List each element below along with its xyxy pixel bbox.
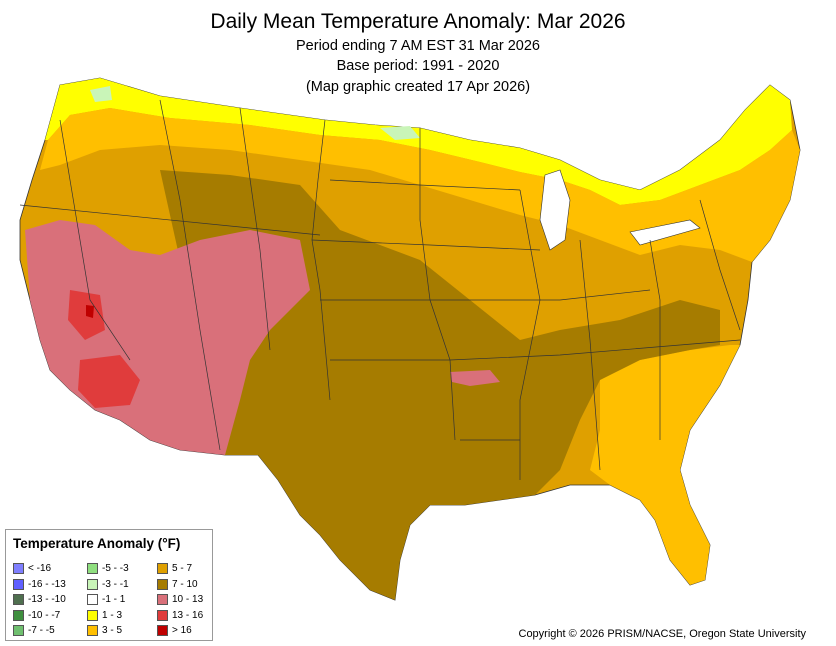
base-period-subtitle: Base period: 1991 - 2020	[336, 58, 500, 74]
legend-label: 13 - 16	[172, 609, 204, 621]
legend-item: -5 - -3	[87, 563, 129, 575]
legend-item: -10 - -7	[13, 609, 61, 622]
legend-label: -1 - 1	[102, 594, 126, 605]
legend-swatch	[13, 563, 24, 574]
legend-swatch	[13, 609, 24, 621]
legend-item: < -16	[13, 563, 51, 575]
washington-minus3-minus1-spot	[90, 86, 112, 102]
legend-label: < -16	[28, 563, 52, 574]
legend-swatch	[157, 609, 168, 621]
legend-item: 10 - 13	[157, 594, 203, 606]
legend-label: -3 - -1	[102, 578, 129, 590]
legend-panel: Temperature Anomaly (°F) < -16 -16 - -13 -…	[5, 529, 213, 641]
legend-swatch	[13, 578, 24, 590]
legend-swatch	[13, 625, 24, 636]
period-subtitle: Period ending 7 AM EST 31 Mar 2026	[296, 38, 540, 54]
legend-item: -7 - -5	[13, 625, 55, 637]
southeast-3-5-region	[590, 345, 740, 585]
legend-swatch	[87, 625, 98, 636]
legend-title: Temperature Anomaly (°F)	[13, 536, 181, 551]
legend-item: 3 - 5	[87, 625, 122, 637]
california-gt16-spot	[86, 305, 94, 318]
legend-label: -5 - -3	[102, 563, 129, 574]
created-subtitle: (Map graphic created 17 Apr 2026)	[305, 79, 531, 95]
legend-label: -7 - -5	[28, 625, 55, 636]
legend-swatch	[157, 594, 168, 605]
legend-label: -16 - -13	[28, 578, 66, 590]
legend-item: -1 - 1	[87, 594, 125, 606]
legend-item: 7 - 10	[157, 578, 198, 591]
legend-swatch	[87, 578, 98, 590]
lake-erie-ontario	[629, 219, 701, 246]
legend-label: -10 - -7	[28, 609, 61, 621]
legend-label: 3 - 5	[102, 625, 123, 636]
legend-label: 5 - 7	[172, 563, 193, 574]
legend-item: > 16	[157, 625, 192, 637]
minnesota-minus3-minus1-spot	[380, 126, 420, 140]
legend-swatch	[87, 594, 98, 605]
map-title: Daily Mean Temperature Anomaly: Mar 2026	[210, 10, 626, 33]
legend-item: 13 - 16	[157, 609, 204, 622]
legend-swatch	[157, 625, 168, 636]
legend-item: 1 - 3	[87, 609, 123, 622]
legend-label: 10 - 13	[172, 594, 204, 605]
legend-swatch	[157, 578, 168, 590]
legend-swatch	[157, 563, 168, 574]
legend-item: -13 - -10	[13, 594, 66, 606]
legend-label: > 16	[172, 625, 192, 636]
northern-1-3-band	[45, 78, 792, 205]
legend-label: 7 - 10	[172, 578, 198, 590]
legend-item: 5 - 7	[157, 563, 192, 575]
legend-label: -13 - -10	[28, 594, 66, 605]
oklahoma-10-13-region	[450, 370, 500, 386]
legend-label: 1 - 3	[102, 609, 123, 621]
legend-item: -16 - -13	[13, 578, 66, 591]
state-boundaries	[19, 99, 741, 480]
legend-swatch	[87, 609, 98, 621]
southwest-13-16-region	[78, 355, 140, 408]
copyright-notice: Copyright © 2026 PRISM/NACSE, Oregon Sta…	[518, 628, 807, 640]
lake-michigan	[539, 169, 571, 251]
legend-swatch	[13, 594, 24, 605]
legend-item: -3 - -1	[87, 578, 129, 591]
legend-swatch	[87, 563, 98, 574]
